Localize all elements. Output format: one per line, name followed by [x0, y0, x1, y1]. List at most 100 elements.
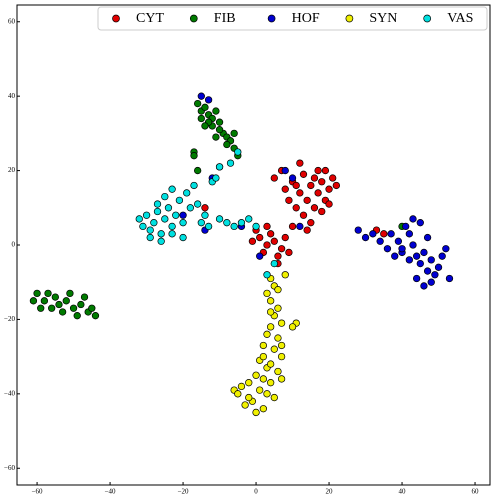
point [325, 200, 333, 208]
point [153, 200, 162, 208]
point [416, 259, 424, 268]
point [394, 237, 403, 245]
point [212, 107, 220, 115]
point [237, 382, 246, 391]
point [223, 140, 231, 149]
legend-marker [345, 14, 354, 23]
point [369, 230, 377, 238]
point [427, 256, 435, 264]
y-tick-label: 0 [12, 241, 16, 249]
point [288, 323, 297, 331]
point [263, 330, 271, 338]
y-tick-label: −40 [4, 389, 15, 397]
point [256, 386, 264, 394]
point [438, 252, 446, 260]
legend-marker [112, 14, 120, 23]
point [380, 230, 388, 238]
point [204, 222, 213, 231]
point [267, 230, 275, 238]
x-tick-label: −40 [105, 488, 116, 496]
point [299, 170, 308, 178]
point [423, 267, 432, 275]
point [175, 196, 184, 204]
legend-marker [189, 14, 198, 23]
point [402, 222, 410, 231]
point [146, 233, 154, 242]
point [201, 103, 209, 111]
point [241, 401, 249, 409]
point [259, 405, 268, 413]
point [164, 204, 173, 212]
point [361, 233, 370, 242]
point [270, 174, 278, 182]
point [62, 297, 70, 305]
point [314, 166, 322, 175]
point [252, 371, 260, 379]
point [69, 304, 78, 312]
point [281, 185, 289, 193]
point [412, 252, 421, 260]
point [423, 233, 432, 242]
point [281, 166, 289, 175]
point [215, 118, 224, 126]
point [314, 189, 322, 197]
point [325, 185, 333, 193]
point [267, 379, 275, 387]
point [237, 219, 246, 227]
point [387, 230, 395, 238]
point [190, 181, 198, 190]
point [270, 237, 278, 245]
point [274, 252, 282, 260]
point [51, 293, 59, 301]
point [259, 375, 268, 383]
point [318, 178, 326, 186]
point [252, 222, 260, 231]
point [88, 304, 96, 312]
point [329, 174, 337, 182]
point [263, 241, 271, 249]
point [307, 219, 315, 227]
point [204, 96, 213, 104]
legend-marker [423, 14, 432, 23]
legend-marker [267, 14, 276, 23]
legend-box [97, 6, 488, 31]
point [252, 408, 260, 417]
point [398, 245, 406, 253]
point [183, 189, 191, 197]
point [245, 379, 253, 387]
point [230, 222, 238, 231]
point [270, 393, 278, 402]
point [277, 319, 286, 327]
point [259, 352, 268, 361]
point [48, 304, 56, 312]
point [256, 252, 264, 260]
point [274, 304, 282, 312]
point [197, 219, 205, 227]
point [267, 297, 275, 305]
point [277, 245, 286, 253]
point [194, 99, 202, 108]
point [288, 222, 297, 231]
point [354, 226, 362, 234]
point [80, 293, 89, 301]
point [245, 215, 253, 223]
point [201, 211, 209, 219]
point [179, 219, 187, 227]
point [307, 181, 315, 190]
point [259, 341, 268, 350]
x-tick-label: −60 [32, 488, 43, 496]
point [431, 271, 439, 279]
point [168, 185, 176, 193]
y-tick-label: −60 [4, 464, 15, 472]
point [234, 148, 242, 156]
point [179, 233, 187, 242]
point [270, 259, 278, 268]
point [383, 245, 392, 253]
point [197, 114, 205, 123]
y-tick-label: 60 [8, 17, 16, 25]
point [274, 286, 282, 294]
legend-label: FIB [214, 11, 236, 26]
point [135, 215, 143, 223]
point [281, 233, 289, 242]
